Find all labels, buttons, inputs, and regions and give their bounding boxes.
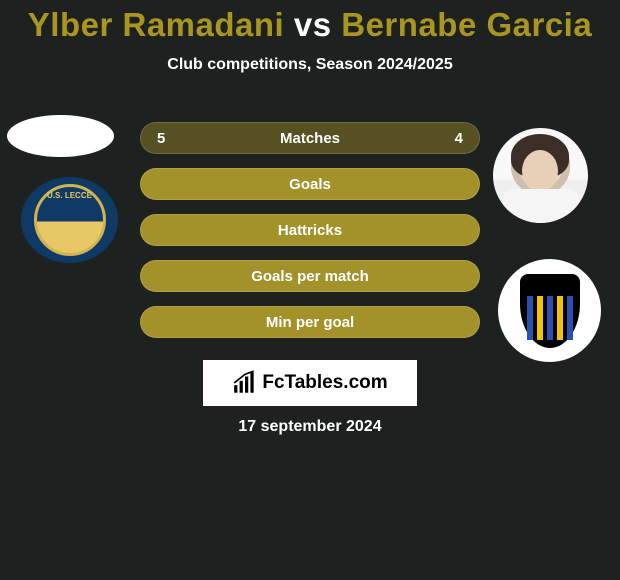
stat-label: Matches [179,130,441,147]
subtitle: Club competitions, Season 2024/2025 [0,56,620,74]
player2-face [522,150,558,192]
lecce-badge-text: U.S. LECCE [47,191,92,200]
bar-chart-icon [232,370,258,396]
stat-label: Goals [179,176,441,193]
stat-label: Hattricks [179,222,441,239]
team1-badge-lecce: U.S. LECCE [21,177,118,263]
page-title: Ylber Ramadani vs Bernabe Garcia [0,0,620,44]
stat-value-left: 5 [157,130,179,147]
stats-column: 5Matches4 Goals Hattricks Goals per match Mi… [140,122,480,352]
stat-row: Goals per match [140,260,480,292]
player1-photo [7,115,114,157]
title-player1: Ylber Ramadani [28,6,284,43]
team2-badge-parma [498,259,601,362]
fctables-text: FcTables.com [262,372,387,394]
title-player2: Bernabe Garcia [341,6,592,43]
parma-shield [520,274,580,348]
parma-stripe-1 [527,296,533,340]
parma-stripe-3 [547,296,553,340]
stat-label: Goals per match [179,268,441,285]
stat-row: Hattricks [140,214,480,246]
player2-photo [493,128,588,223]
stat-value-right: 4 [441,130,463,147]
lecce-badge-inner: U.S. LECCE [34,184,106,256]
parma-stripe-4 [557,296,563,340]
stat-row: Min per goal [140,306,480,338]
title-vs: vs [284,6,341,43]
footer-date: 17 september 2024 [0,418,620,436]
parma-stripe-2 [537,296,543,340]
parma-stripe-5 [567,296,573,340]
stat-row: Goals [140,168,480,200]
stat-label: Min per goal [179,314,441,331]
stat-row: 5Matches4 [140,122,480,154]
fctables-logo-box: FcTables.com [203,360,417,406]
player2-shirt [503,189,579,223]
